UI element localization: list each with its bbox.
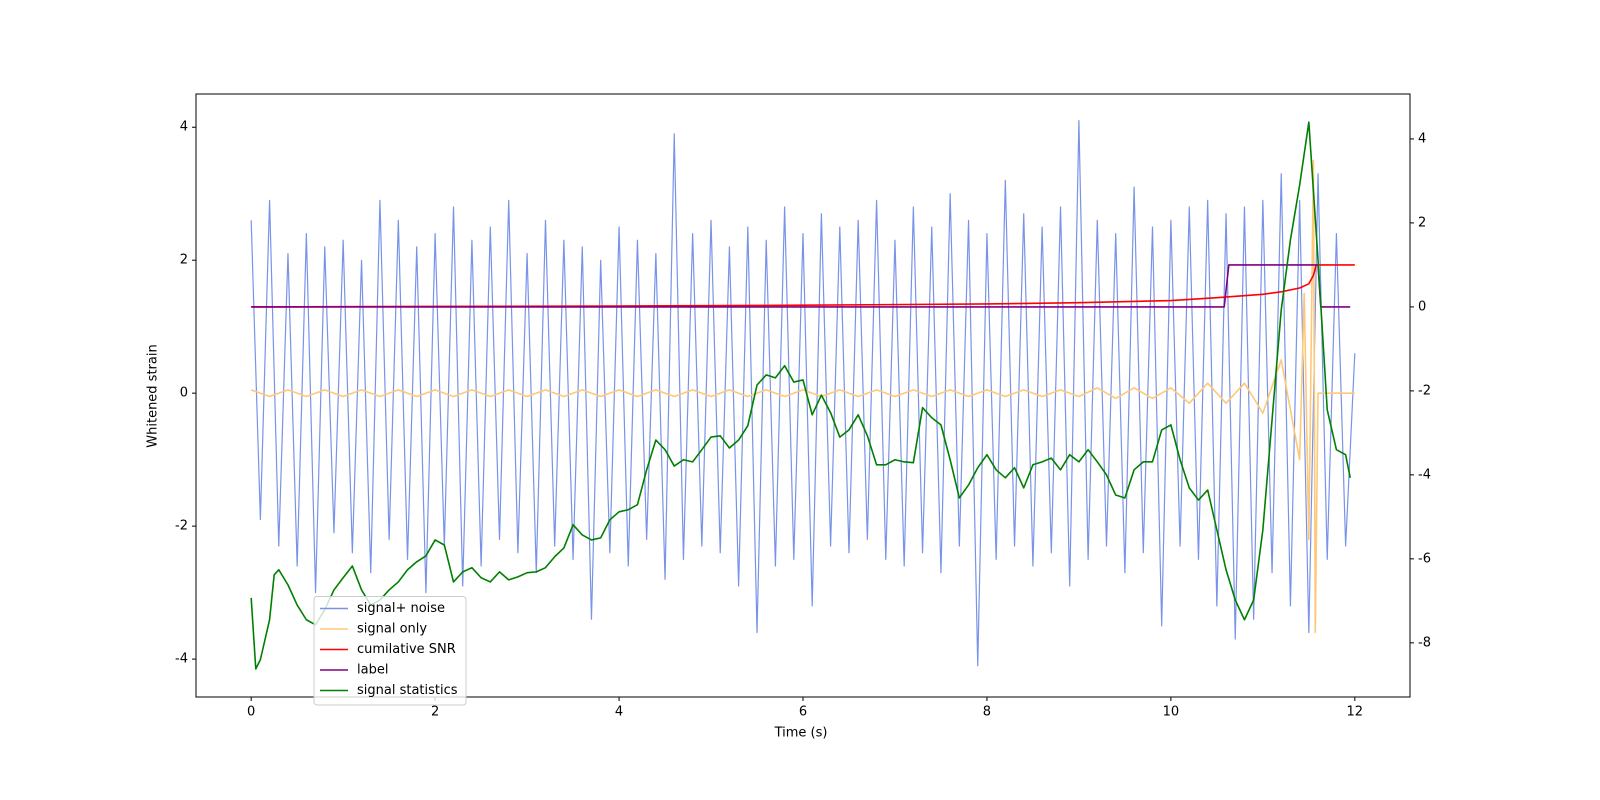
y2-tick-label: -8 [1418,635,1431,650]
legend-label: label [357,663,388,678]
y-tick-label: 2 [180,253,188,268]
y-tick-label: 0 [180,386,188,401]
y2-tick-label: -2 [1418,383,1431,398]
y-tick-label: 4 [180,120,188,135]
series-line [251,264,1355,308]
series-line [251,264,1351,308]
y2-tick-label: -6 [1418,551,1431,566]
y2-tick-label: 0 [1418,299,1426,314]
legend-label: signal only [357,622,427,637]
y-tick-label: -4 [175,652,188,667]
x-tick-label: 10 [1163,705,1180,720]
legend-label: signal statistics [357,683,458,698]
y-axis-label: Whitened strain [146,344,161,447]
plot-frame [195,93,1411,698]
x-tick-label: 12 [1347,705,1364,720]
x-tick-label: 2 [431,705,439,720]
y2-tick-label: -4 [1418,467,1431,482]
x-tick-label: 6 [799,705,807,720]
legend-box [313,596,467,706]
x-tick-label: 0 [247,705,255,720]
legend-label: signal+ noise [357,601,445,616]
series-line [250,121,1352,670]
x-axis-label: Time (s) [774,726,828,741]
x-tick-label: 8 [983,705,991,720]
y2-tick-label: 4 [1418,131,1426,146]
series-line [250,159,1355,634]
x-tick-label: 4 [615,705,623,720]
series-line [250,119,1356,667]
y2-tick-label: 2 [1418,215,1426,230]
legend-label: cumilative SNR [357,642,456,657]
y-tick-label: -2 [175,519,188,534]
